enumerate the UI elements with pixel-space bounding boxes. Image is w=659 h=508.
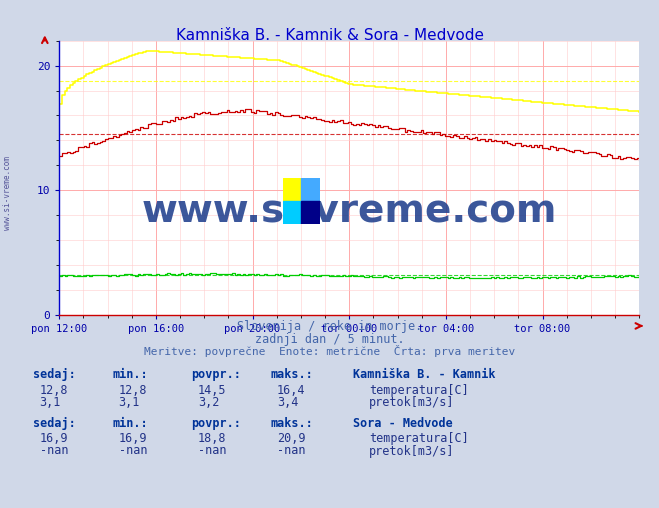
Bar [283,201,302,224]
Text: -nan: -nan [119,444,147,458]
Text: 20,9: 20,9 [277,432,305,445]
Text: 3,1: 3,1 [40,396,61,409]
Text: -nan: -nan [198,444,226,458]
Text: 16,9: 16,9 [119,432,147,445]
Text: maks.:: maks.: [270,368,313,382]
Bar [302,178,320,201]
Text: 3,2: 3,2 [198,396,219,409]
Text: 3,4: 3,4 [277,396,298,409]
Text: povpr.:: povpr.: [191,417,241,430]
Text: pretok[m3/s]: pretok[m3/s] [369,444,455,458]
Text: min.:: min.: [112,417,148,430]
Bar [302,201,320,224]
Text: 18,8: 18,8 [198,432,226,445]
Text: www.si-vreme.com: www.si-vreme.com [3,156,13,230]
Text: -nan: -nan [40,444,68,458]
Text: 16,4: 16,4 [277,384,305,397]
Text: povpr.:: povpr.: [191,368,241,382]
Text: temperatura[C]: temperatura[C] [369,432,469,445]
Text: Kamniška B. - Kamnik & Sora - Medvode: Kamniška B. - Kamnik & Sora - Medvode [175,28,484,43]
Text: min.:: min.: [112,368,148,382]
Bar [283,178,302,201]
Text: Kamniška B. - Kamnik: Kamniška B. - Kamnik [353,368,495,382]
Text: zadnji dan / 5 minut.: zadnji dan / 5 minut. [254,333,405,346]
Text: -nan: -nan [277,444,305,458]
Text: Slovenija / reke in morje.: Slovenija / reke in morje. [237,320,422,333]
Text: 12,8: 12,8 [40,384,68,397]
Text: maks.:: maks.: [270,417,313,430]
Text: sedaj:: sedaj: [33,368,76,382]
Text: sedaj:: sedaj: [33,417,76,430]
Text: Sora - Medvode: Sora - Medvode [353,417,452,430]
Text: Meritve: povprečne  Enote: metrične  Črta: prva meritev: Meritve: povprečne Enote: metrične Črta:… [144,345,515,358]
Text: 14,5: 14,5 [198,384,226,397]
Text: 16,9: 16,9 [40,432,68,445]
Text: 3,1: 3,1 [119,396,140,409]
Text: pretok[m3/s]: pretok[m3/s] [369,396,455,409]
Text: www.si-vreme.com: www.si-vreme.com [142,192,557,230]
Text: 12,8: 12,8 [119,384,147,397]
Text: temperatura[C]: temperatura[C] [369,384,469,397]
